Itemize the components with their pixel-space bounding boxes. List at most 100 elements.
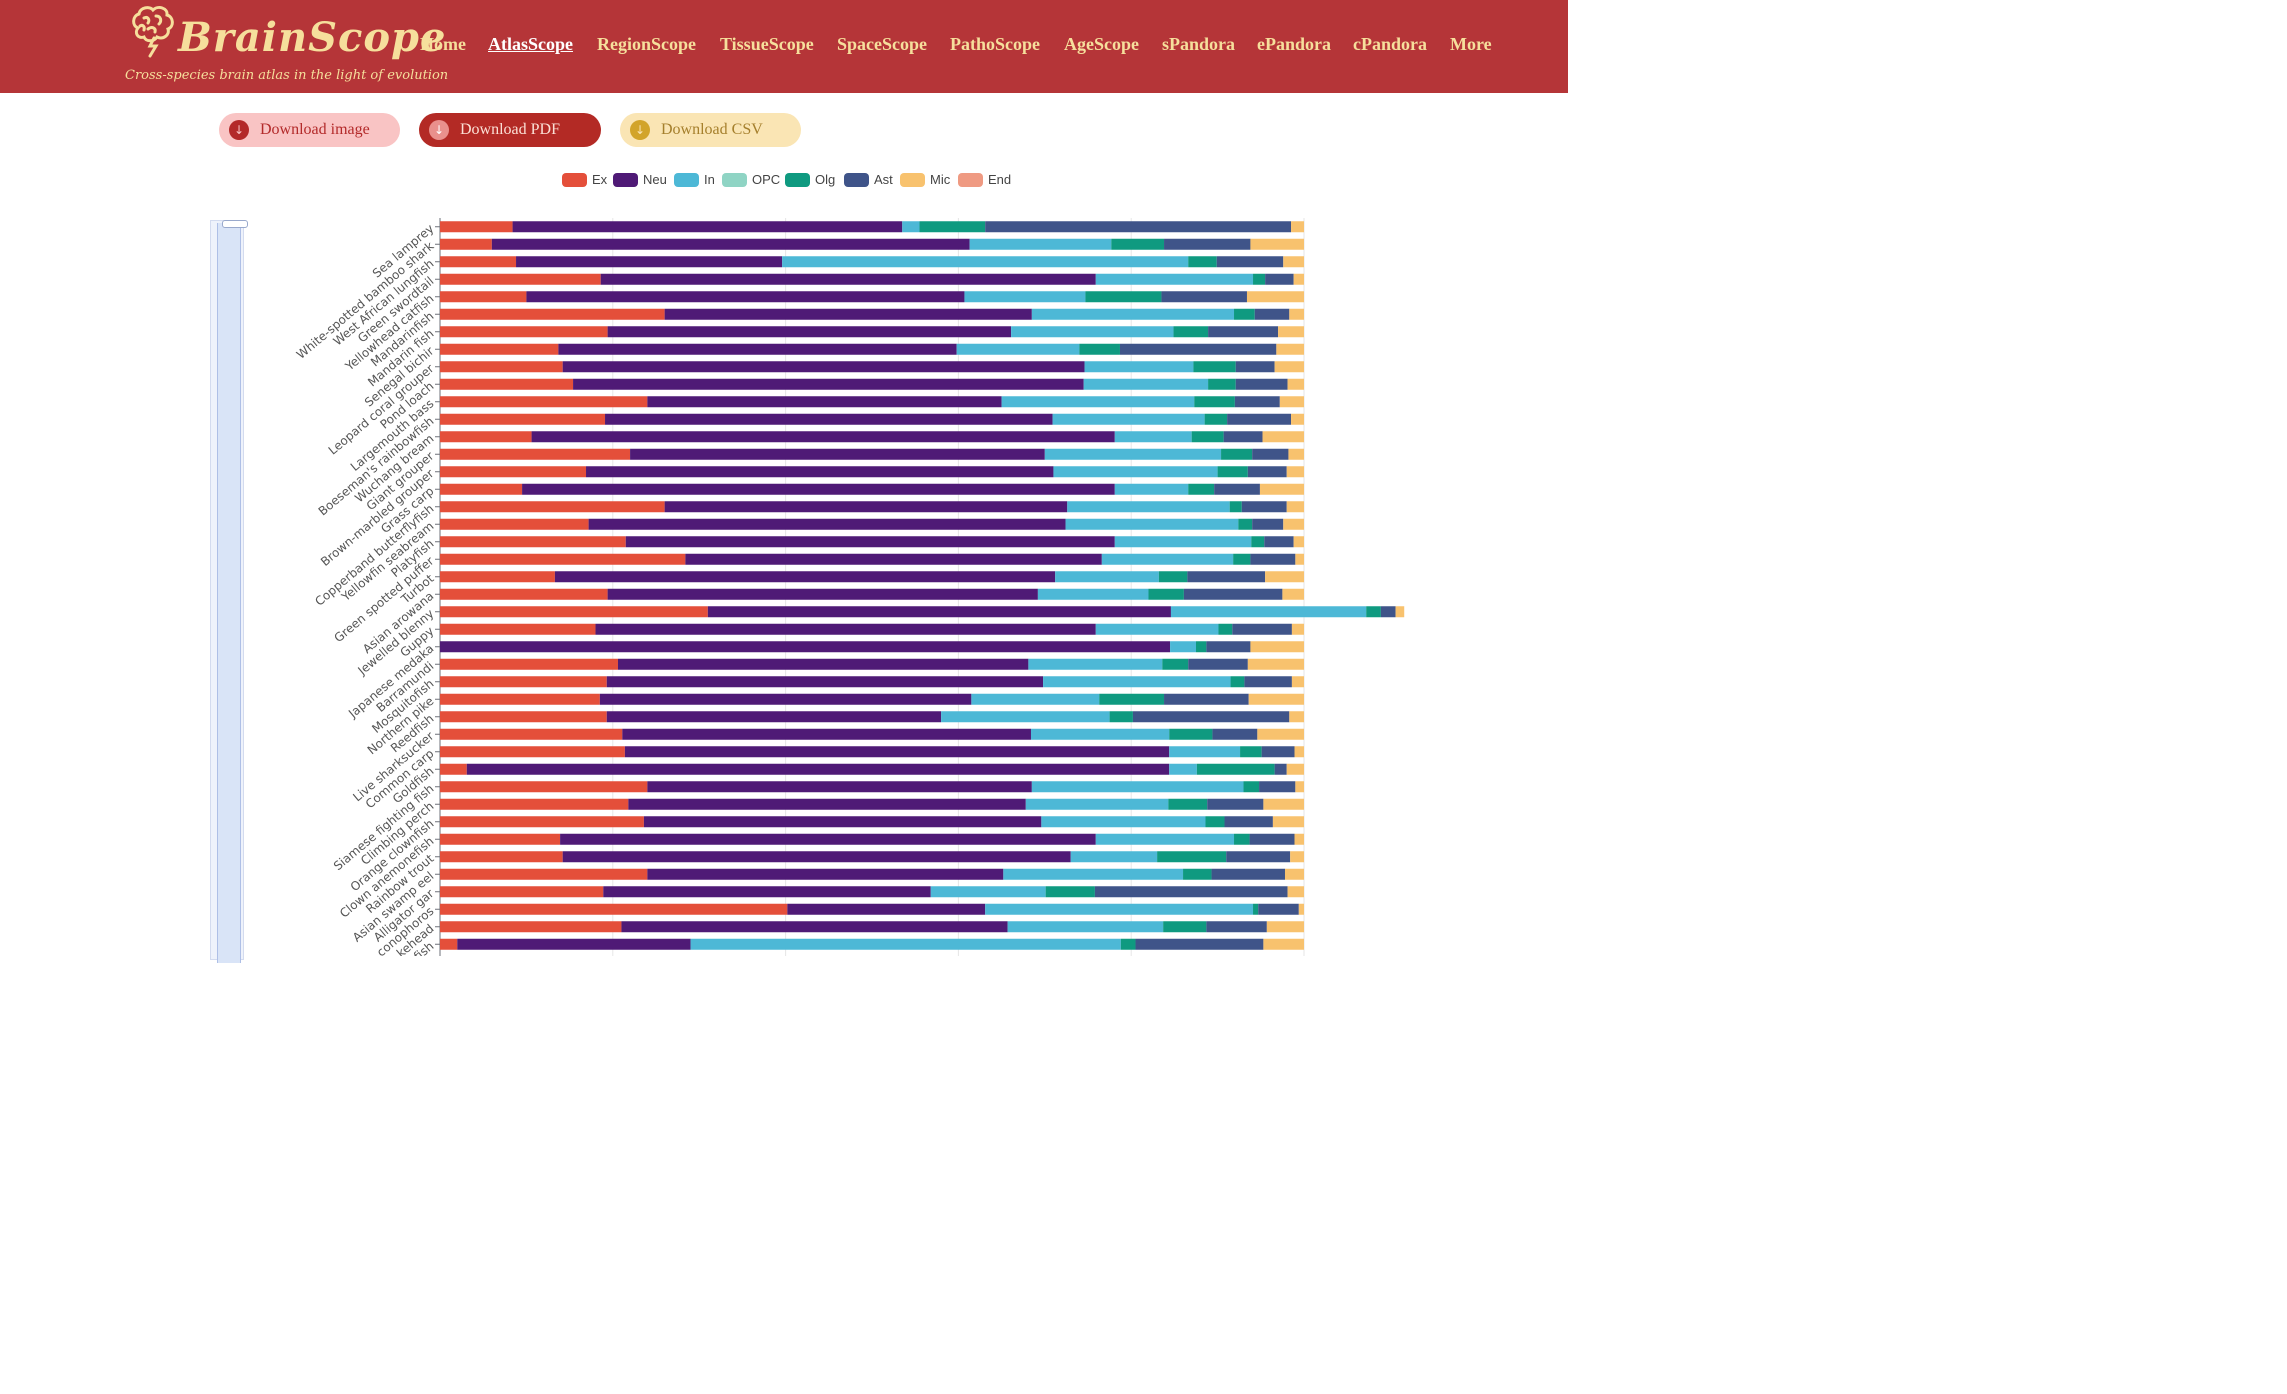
bar-segment[interactable] — [1157, 851, 1227, 863]
bar-segment[interactable] — [1290, 851, 1304, 863]
bar-segment[interactable] — [457, 938, 691, 950]
bar-segment[interactable] — [985, 903, 1254, 915]
bar-segment[interactable] — [647, 396, 1002, 408]
bar-segment[interactable] — [440, 851, 563, 863]
bar-segment[interactable] — [440, 816, 644, 828]
bar-segment[interactable] — [440, 518, 589, 530]
zoom-slider-window[interactable] — [217, 220, 248, 963]
bar-segment[interactable] — [1249, 833, 1295, 845]
legend-item-olg[interactable]: Olg — [785, 172, 835, 187]
download-csv-button[interactable]: ↓ Download CSV — [620, 113, 801, 147]
bar-segment[interactable] — [1119, 343, 1277, 355]
bar-segment[interactable] — [1204, 413, 1228, 425]
bar-segment[interactable] — [1170, 606, 1367, 618]
bar-segment[interactable] — [1272, 816, 1304, 828]
bar-segment[interactable] — [440, 256, 517, 268]
bar-segment[interactable] — [930, 886, 1046, 898]
bar-segment[interactable] — [1252, 448, 1289, 460]
bar-segment[interactable] — [606, 676, 1044, 688]
bar-segment[interactable] — [1227, 413, 1292, 425]
bar-segment[interactable] — [1164, 238, 1251, 250]
bar-segment[interactable] — [1025, 798, 1169, 810]
bar-segment[interactable] — [1052, 413, 1205, 425]
bar-segment[interactable] — [1031, 308, 1235, 320]
bar-segment[interactable] — [956, 343, 1080, 355]
bar-segment[interactable] — [941, 711, 1110, 723]
bar-segment[interactable] — [1224, 816, 1273, 828]
bar-segment[interactable] — [1380, 606, 1396, 618]
bar-segment[interactable] — [1196, 763, 1275, 775]
bar-segment[interactable] — [440, 413, 606, 425]
bar-segment[interactable] — [1253, 273, 1266, 285]
bar-segment[interactable] — [1188, 483, 1215, 495]
bar-segment[interactable] — [440, 886, 604, 898]
bar-segment[interactable] — [1278, 326, 1304, 338]
bar-segment[interactable] — [1279, 396, 1304, 408]
bar-segment[interactable] — [1291, 413, 1304, 425]
bar-segment[interactable] — [1194, 396, 1235, 408]
bar-segment[interactable] — [1291, 623, 1304, 635]
bar-segment[interactable] — [562, 851, 1071, 863]
bar-segment[interactable] — [1031, 781, 1244, 793]
bar-segment[interactable] — [1247, 466, 1287, 478]
bar-segment[interactable] — [1274, 361, 1304, 373]
bar-segment[interactable] — [1169, 728, 1213, 740]
bar-segment[interactable] — [1188, 256, 1217, 268]
bar-segment[interactable] — [440, 746, 625, 758]
zoom-slider-handle[interactable] — [222, 220, 248, 228]
bar-segment[interactable] — [1366, 606, 1381, 618]
bar-segment[interactable] — [617, 658, 1029, 670]
bar-segment[interactable] — [440, 343, 559, 355]
bar-segment[interactable] — [440, 571, 555, 583]
bar-segment[interactable] — [630, 448, 1045, 460]
bar-segment[interactable] — [440, 553, 686, 565]
bar-segment[interactable] — [440, 238, 492, 250]
download-image-button[interactable]: ↓ Download image — [219, 113, 400, 147]
bar-segment[interactable] — [1109, 711, 1133, 723]
bar-segment[interactable] — [1235, 361, 1275, 373]
bar-segment[interactable] — [1218, 623, 1233, 635]
bar-segment[interactable] — [440, 781, 648, 793]
bar-segment[interactable] — [440, 308, 665, 320]
bar-segment[interactable] — [1233, 553, 1251, 565]
bar-segment[interactable] — [1295, 553, 1304, 565]
bar-segment[interactable] — [1206, 921, 1267, 933]
bar-segment[interactable] — [1282, 588, 1304, 600]
bar-segment[interactable] — [1114, 483, 1189, 495]
bar-segment[interactable] — [1114, 536, 1252, 548]
bar-segment[interactable] — [440, 501, 665, 513]
bar-segment[interactable] — [1003, 868, 1184, 880]
bar-segment[interactable] — [440, 273, 601, 285]
bar-segment[interactable] — [624, 746, 1170, 758]
bar-segment[interactable] — [1293, 273, 1304, 285]
bar-segment[interactable] — [440, 291, 527, 303]
bar-segment[interactable] — [522, 483, 1115, 495]
nav-regionscope[interactable]: RegionScope — [597, 34, 696, 54]
bar-segment[interactable] — [690, 938, 1121, 950]
bar-segment[interactable] — [440, 763, 467, 775]
nav-pathoscope[interactable]: PathoScope — [950, 34, 1040, 54]
bar-segment[interactable] — [1208, 326, 1279, 338]
bar-segment[interactable] — [1183, 868, 1212, 880]
bar-segment[interactable] — [1234, 833, 1250, 845]
bar-segment[interactable] — [1094, 886, 1288, 898]
bar-segment[interactable] — [1235, 378, 1288, 390]
bar-segment[interactable] — [440, 221, 513, 233]
bar-segment[interactable] — [605, 413, 1053, 425]
bar-segment[interactable] — [1284, 868, 1304, 880]
bar-segment[interactable] — [971, 693, 1100, 705]
bar-segment[interactable] — [1263, 798, 1304, 810]
legend-item-ex[interactable]: Ex — [562, 172, 607, 187]
bar-segment[interactable] — [1288, 448, 1304, 460]
bar-segment[interactable] — [440, 378, 574, 390]
bar-segment[interactable] — [1158, 571, 1188, 583]
bar-segment[interactable] — [1001, 396, 1195, 408]
legend-item-neu[interactable]: Neu — [613, 172, 667, 187]
bar-segment[interactable] — [1250, 553, 1296, 565]
bar-segment[interactable] — [1205, 816, 1225, 828]
bar-segment[interactable] — [1221, 448, 1253, 460]
bar-segment[interactable] — [1294, 833, 1304, 845]
bar-segment[interactable] — [1208, 378, 1236, 390]
bar-segment[interactable] — [1028, 658, 1163, 670]
bar-segment[interactable] — [1084, 361, 1194, 373]
